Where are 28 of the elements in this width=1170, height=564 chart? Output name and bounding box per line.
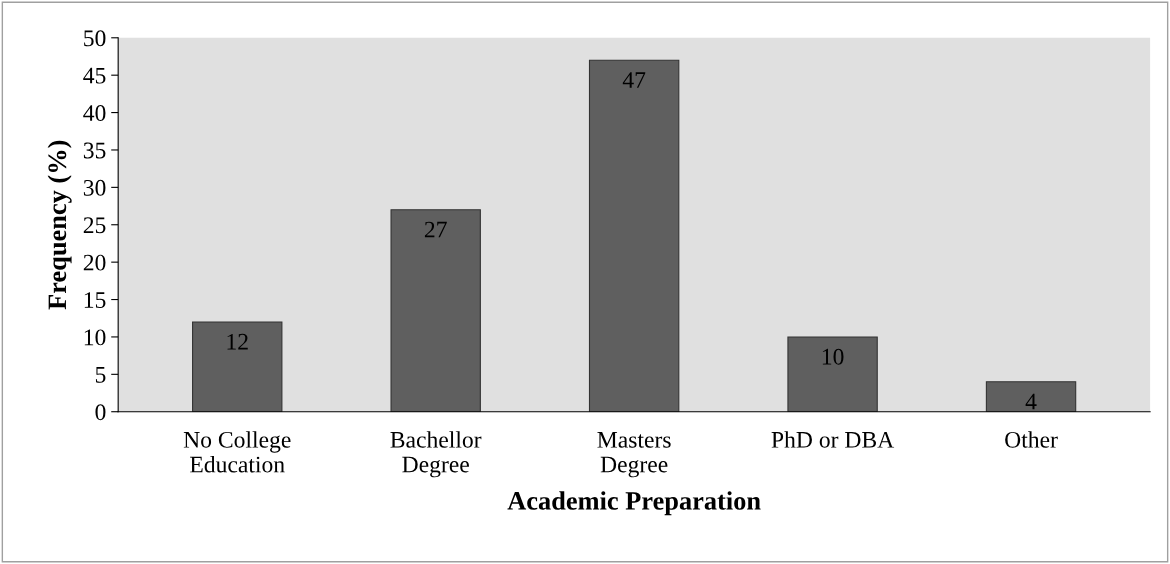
bar <box>787 336 878 412</box>
x-tick-label: Bachellor Degree <box>390 431 482 478</box>
data-label: 27 <box>424 221 447 238</box>
data-label: 47 <box>622 72 646 88</box>
x-tick-label: No College Education <box>183 431 291 473</box>
y-tick-label: 50 <box>84 30 106 47</box>
y-tick-label: 0 <box>95 404 106 421</box>
y-tick-label: 10 <box>84 329 106 346</box>
y-axis-title: Frequency (%) <box>47 140 72 310</box>
y-tick-label: 5 <box>95 367 106 383</box>
y-tick-label: 35 <box>83 142 106 159</box>
y-tick-label: 25 <box>83 217 106 234</box>
data-label: 12 <box>227 333 248 350</box>
y-tick-label: 45 <box>83 67 106 84</box>
data-label: 4 <box>1025 393 1037 410</box>
bar <box>192 321 283 412</box>
bar <box>588 59 680 412</box>
y-tick-label: 15 <box>84 292 106 308</box>
x-axis-title: Academic Preparation <box>507 491 761 516</box>
bar <box>985 381 1077 412</box>
y-tick-label: 20 <box>83 254 106 271</box>
x-tick-label: Masters Degree <box>597 432 671 478</box>
data-label: 10 <box>822 348 844 365</box>
y-tick-label: 30 <box>83 179 106 196</box>
y-tick-label: 40 <box>83 105 106 121</box>
x-tick-label: Other <box>1005 431 1058 448</box>
bar <box>390 209 481 412</box>
x-tick-label: PhD or DBA <box>771 431 895 448</box>
